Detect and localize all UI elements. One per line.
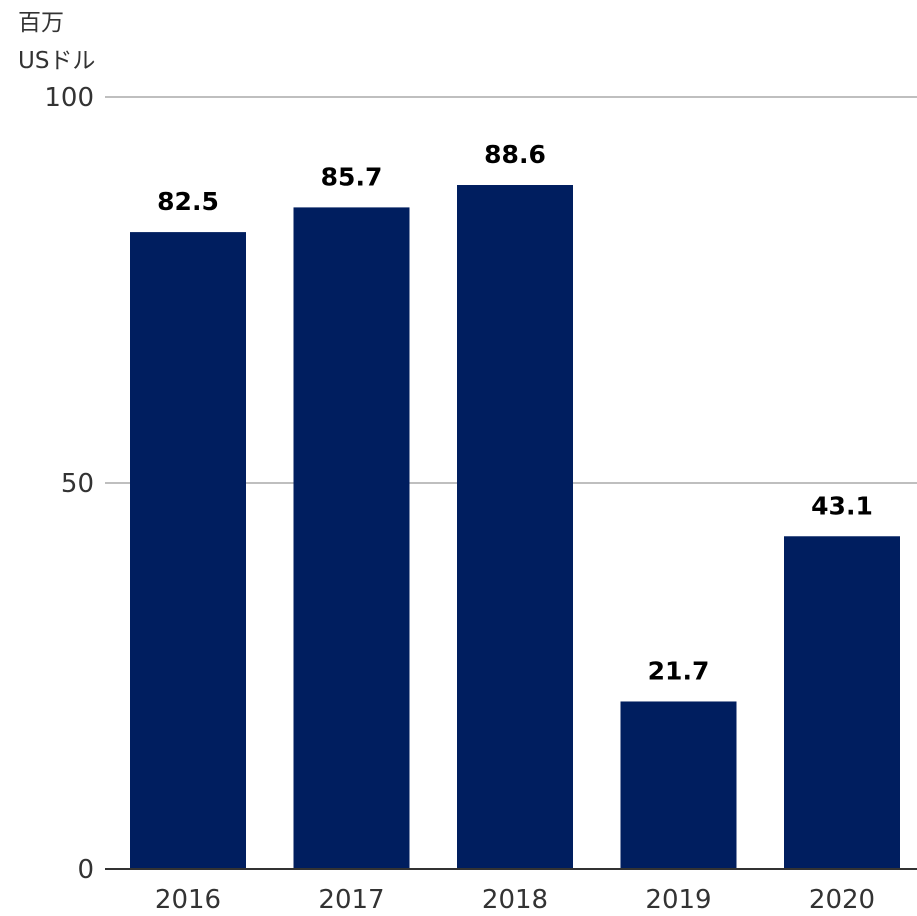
x-tick-label-2019: 2019: [645, 885, 711, 915]
data-label-2016: 82.5: [157, 187, 219, 216]
data-labels: 82.5 85.7 88.6 21.7 43.1: [157, 140, 873, 685]
x-axis-tick-labels: 2016 2017 2018 2019 2020: [155, 885, 875, 915]
data-label-2020: 43.1: [811, 491, 873, 520]
data-label-2018: 88.6: [484, 140, 546, 169]
data-label-2019: 21.7: [648, 656, 710, 685]
bar-2019: [620, 701, 737, 869]
bar-2016: [130, 232, 246, 870]
y-axis-unit-label-line2: USドル: [18, 48, 95, 74]
x-tick-label-2016: 2016: [155, 885, 221, 915]
x-tick-label-2020: 2020: [809, 885, 875, 915]
x-tick-label-2018: 2018: [482, 885, 548, 915]
y-tick-label-100: 100: [44, 83, 94, 113]
y-tick-label-50: 50: [61, 469, 94, 499]
bars: [130, 185, 900, 870]
y-axis-tick-labels: 0 50 100: [44, 83, 94, 885]
bar-2017: [293, 207, 410, 869]
y-tick-label-0: 0: [77, 855, 94, 885]
data-label-2017: 85.7: [321, 162, 383, 191]
bar-2018: [457, 185, 573, 869]
y-axis-unit-label-line1: 百万: [18, 10, 64, 36]
bar-2020: [784, 536, 900, 869]
x-tick-label-2017: 2017: [318, 885, 384, 915]
